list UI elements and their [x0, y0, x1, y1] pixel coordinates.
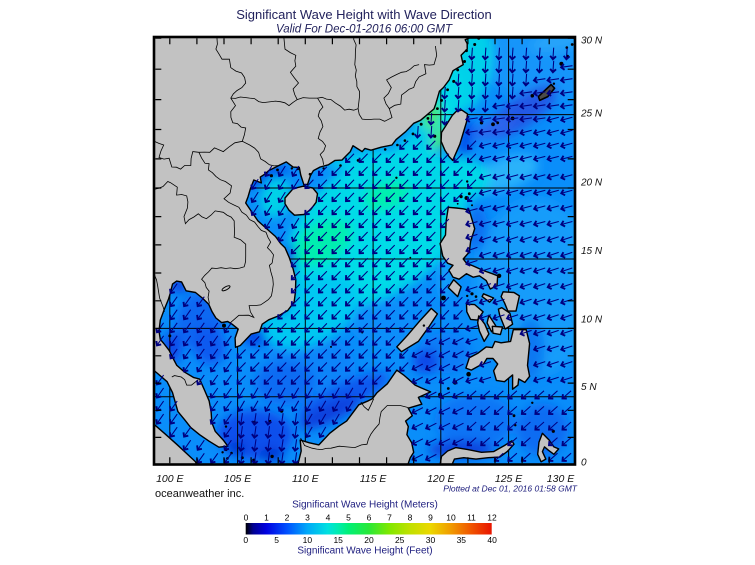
svg-text:9: 9: [428, 513, 433, 523]
svg-text:1: 1: [264, 513, 269, 523]
svg-text:110 E: 110 E: [292, 473, 320, 485]
svg-text:0: 0: [244, 513, 249, 523]
svg-text:25 N: 25 N: [580, 109, 603, 120]
svg-text:Valid For Dec-01-2016 06:00 GM: Valid For Dec-01-2016 06:00 GMT: [276, 24, 453, 36]
svg-text:10: 10: [446, 513, 456, 523]
svg-text:10 N: 10 N: [581, 315, 603, 326]
svg-text:5: 5: [346, 513, 351, 523]
svg-text:105 E: 105 E: [224, 473, 252, 485]
svg-text:4: 4: [326, 513, 331, 523]
svg-text:7: 7: [387, 513, 392, 523]
svg-text:115 E: 115 E: [360, 473, 388, 485]
svg-text:15: 15: [333, 535, 343, 545]
svg-text:5 N: 5 N: [581, 382, 597, 393]
svg-text:125 E: 125 E: [495, 473, 523, 485]
svg-text:120 E: 120 E: [427, 473, 455, 485]
svg-text:0: 0: [581, 457, 587, 468]
svg-text:40: 40: [487, 535, 497, 545]
svg-text:6: 6: [367, 513, 372, 523]
svg-text:25: 25: [395, 535, 405, 545]
svg-text:2: 2: [285, 513, 290, 523]
svg-text:0: 0: [243, 535, 248, 545]
svg-text:30: 30: [426, 535, 436, 545]
svg-text:3: 3: [305, 513, 310, 523]
svg-text:100 E: 100 E: [156, 473, 184, 485]
svg-text:Plotted at Dec 01, 2016 01:58: Plotted at Dec 01, 2016 01:58 GMT: [443, 484, 578, 494]
svg-text:20: 20: [364, 535, 374, 545]
svg-text:Significant Wave Height (Meter: Significant Wave Height (Meters): [292, 500, 438, 511]
svg-text:10: 10: [303, 535, 313, 545]
svg-text:oceanweather inc.: oceanweather inc.: [155, 488, 244, 500]
svg-text:35: 35: [457, 535, 467, 545]
svg-text:5: 5: [274, 535, 279, 545]
svg-text:Significant Wave Height with W: Significant Wave Height with Wave Direct…: [236, 7, 492, 22]
svg-text:11: 11: [467, 513, 476, 523]
svg-text:8: 8: [408, 513, 413, 523]
svg-text:30 N: 30 N: [581, 36, 603, 47]
svg-text:130 E: 130 E: [547, 473, 575, 485]
svg-text:15 N: 15 N: [581, 246, 603, 257]
svg-text:20 N: 20 N: [580, 178, 603, 189]
svg-text:Significant Wave Height (Feet): Significant Wave Height (Feet): [297, 546, 432, 557]
svg-text:12: 12: [487, 513, 497, 523]
